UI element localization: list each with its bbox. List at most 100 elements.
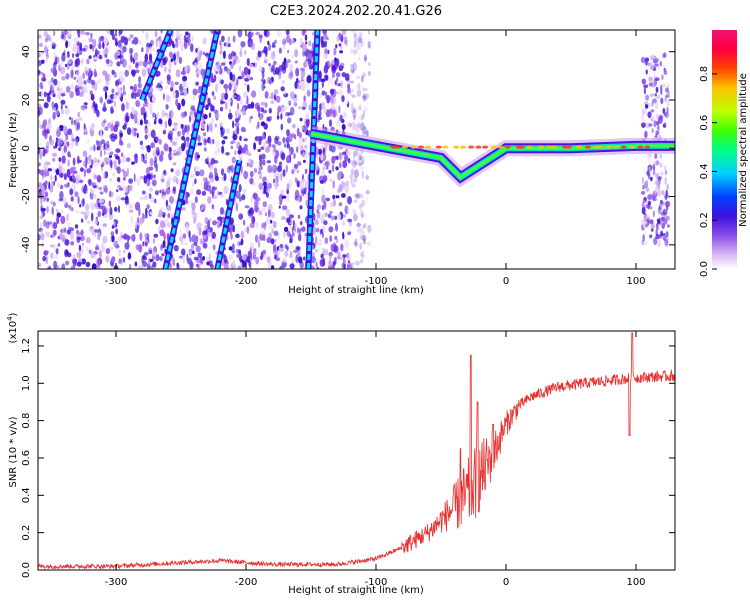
noise-blob bbox=[239, 50, 243, 57]
noise-blob bbox=[333, 106, 338, 110]
noise-blob bbox=[86, 168, 92, 174]
noise-blob bbox=[47, 168, 53, 172]
noise-blob bbox=[142, 241, 145, 247]
noise-blob bbox=[232, 133, 238, 141]
noise-blob bbox=[361, 95, 366, 99]
carrier-peak bbox=[637, 145, 644, 149]
noise-blob bbox=[236, 108, 241, 117]
noise-blob bbox=[99, 149, 103, 158]
noise-blob bbox=[50, 67, 55, 73]
noise-blob bbox=[65, 105, 68, 109]
noise-blob bbox=[307, 52, 313, 60]
edge-band-blob bbox=[652, 160, 658, 166]
noise-blob bbox=[191, 243, 195, 249]
noise-blob bbox=[168, 130, 174, 137]
noise-blob bbox=[351, 168, 354, 176]
noise-blob bbox=[158, 209, 163, 218]
snr-ylabel: SNR (10 * v/v) bbox=[8, 416, 19, 487]
colorbar-gradient bbox=[712, 30, 737, 269]
noise-blob bbox=[69, 116, 72, 120]
carrier-peak bbox=[629, 145, 636, 149]
noise-blob bbox=[107, 122, 111, 129]
noise-blob bbox=[116, 165, 119, 169]
edge-band-blob bbox=[657, 219, 661, 225]
noise-blob bbox=[221, 62, 226, 66]
spectrogram-ytick-label: 0 bbox=[21, 145, 32, 151]
noise-blob bbox=[228, 53, 233, 60]
noise-blob bbox=[148, 193, 152, 199]
noise-blob bbox=[121, 234, 127, 239]
noise-blob bbox=[70, 69, 74, 79]
noise-blob bbox=[75, 57, 81, 66]
noise-blob bbox=[172, 150, 177, 154]
noise-blob bbox=[244, 50, 247, 55]
noise-blob bbox=[254, 234, 259, 243]
noise-blob bbox=[56, 127, 61, 131]
noise-blob bbox=[239, 135, 242, 141]
noise-blob bbox=[262, 109, 268, 114]
noise-blob bbox=[53, 30, 56, 36]
diagonal-streak-inner bbox=[215, 160, 241, 269]
noise-blob bbox=[260, 146, 265, 150]
noise-blob bbox=[117, 176, 121, 183]
noise-blob bbox=[335, 44, 338, 49]
noise-blob bbox=[162, 93, 165, 101]
noise-blob bbox=[105, 58, 110, 65]
noise-blob bbox=[66, 168, 71, 178]
noise-blob bbox=[286, 217, 291, 224]
noise-blob bbox=[299, 37, 303, 46]
noise-blob bbox=[113, 100, 117, 108]
noise-blob bbox=[270, 100, 274, 105]
noise-blob bbox=[63, 227, 67, 233]
noise-blob bbox=[278, 193, 284, 203]
noise-blob bbox=[223, 66, 228, 71]
noise-blob bbox=[109, 236, 112, 243]
noise-blob bbox=[75, 178, 80, 185]
noise-blob bbox=[232, 59, 237, 65]
carrier-peak bbox=[475, 145, 482, 149]
noise-blob bbox=[240, 230, 245, 239]
edge-band-blob bbox=[665, 189, 668, 197]
colorbar: 0.00.20.40.60.8 Normalized spectral ampl… bbox=[699, 30, 749, 277]
noise-blob bbox=[110, 160, 113, 169]
noise-blob bbox=[193, 241, 198, 247]
noise-blob bbox=[122, 124, 127, 130]
noise-blob bbox=[166, 74, 171, 81]
edge-band-blob bbox=[648, 123, 653, 127]
noise-blob bbox=[354, 33, 357, 42]
edge-band-blob bbox=[641, 113, 645, 120]
noise-blob bbox=[343, 36, 348, 45]
edge-band-blob bbox=[661, 216, 665, 222]
noise-blob bbox=[313, 213, 316, 221]
noise-blob bbox=[344, 186, 350, 194]
noise-blob bbox=[363, 95, 368, 101]
noise-blob bbox=[80, 30, 85, 35]
noise-blob bbox=[355, 75, 358, 82]
noise-blob bbox=[195, 81, 199, 86]
noise-blob bbox=[289, 238, 292, 244]
noise-blob bbox=[181, 98, 186, 107]
noise-blob bbox=[118, 249, 122, 257]
noise-blob bbox=[232, 260, 236, 267]
noise-blob bbox=[40, 185, 45, 191]
noise-blob bbox=[303, 95, 306, 102]
noise-blob bbox=[291, 169, 295, 175]
noise-blob bbox=[43, 102, 49, 109]
noise-blob bbox=[288, 100, 292, 106]
noise-blob bbox=[103, 36, 109, 45]
noise-blob bbox=[282, 169, 286, 177]
noise-blob bbox=[105, 79, 110, 86]
noise-blob bbox=[109, 206, 113, 216]
noise-blob bbox=[159, 256, 163, 262]
noise-blob bbox=[50, 234, 54, 238]
noise-blob bbox=[229, 217, 234, 225]
noise-blob bbox=[41, 51, 45, 55]
noise-blob bbox=[315, 262, 318, 268]
edge-band-blob bbox=[660, 233, 666, 237]
noise-blob bbox=[191, 250, 195, 254]
noise-blob bbox=[47, 221, 52, 225]
noise-blob bbox=[190, 105, 195, 111]
noise-blob bbox=[201, 190, 207, 196]
noise-blob bbox=[251, 90, 257, 98]
noise-blob bbox=[325, 248, 328, 256]
